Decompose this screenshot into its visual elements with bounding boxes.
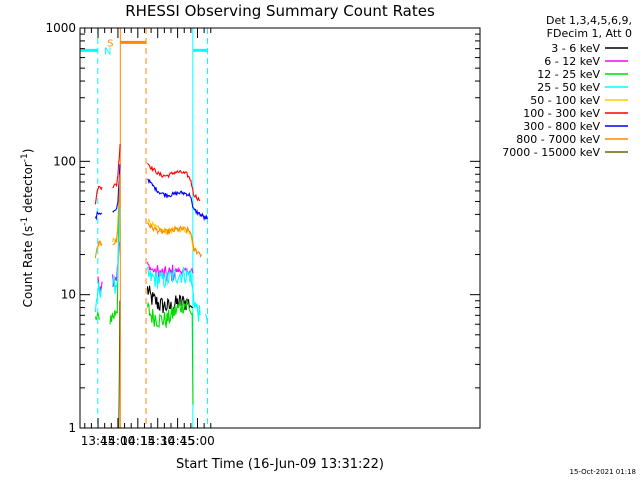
y-tick-label-0: 1 [68,421,76,435]
y-tick-label-1: 10 [61,288,76,302]
legend-label-4: 50 - 100 keV [530,94,600,107]
timestamp: 15-Oct-2021 01:18 [570,468,636,476]
series-line-6 [94,164,209,222]
series-line-2 [94,181,194,405]
legend-header-line-1: Det 1,3,4,5,6,9, [546,14,632,27]
svg-text:Count Rate (s-1 detector-1): Count Rate (s-1 detector-1) [20,149,35,308]
x-axis-label: Start Time (16-Jun-09 13:31:22) [176,457,384,472]
series-line-5 [95,144,207,204]
x-tick-label-3: 14:30 [140,434,175,448]
y-label-sup2: -1 [20,153,30,162]
legend-label-0: 3 - 6 keV [551,42,600,55]
legend-label-7: 800 - 7000 keV [516,133,600,146]
chart-title: RHESSI Observing Summary Count Rates [125,2,435,20]
legend-label-1: 6 - 12 keV [544,55,600,68]
series-line-0 [146,285,194,315]
region-label-2: S [107,38,113,49]
y-tick-label-2: 100 [53,154,76,168]
x-tick-label-2: 14:15 [121,434,156,448]
x-tick-label-5: 15:00 [180,434,215,448]
x-tick-label-0: 13:45 [81,434,116,448]
y-label-suffix: ) [21,149,35,154]
series-line-3 [94,207,209,325]
y-label-prefix: Count Rate (s [21,226,35,308]
legend-label-6: 300 - 800 keV [523,120,600,133]
plot-layer: NS 1 10 100 1000 13:4514:0014:1514:3014:4515:… [45,21,481,448]
legend-header-line-2: FDecim 1, Att 0 [547,27,632,40]
x-tick-label-4: 14:45 [160,434,195,448]
series-line-8 [118,300,121,428]
series-line-7 [95,174,207,258]
y-tick-label-3: 1000 [45,21,76,35]
legend-label-3: 25 - 50 keV [537,81,600,94]
legend-label-2: 12 - 25 keV [537,68,600,81]
legend-label-5: 100 - 300 keV [523,107,600,120]
y-axis-label: Count Rate (s-1 detector-1) [20,149,35,308]
plot-frame [79,27,481,429]
region-label-0: N [104,46,111,57]
x-tick-label-1: 14:00 [101,434,136,448]
legend-label-8: 7000 - 15000 keV [502,146,600,159]
y-label-mid: detector [21,162,35,217]
y-label-sup1: -1 [20,217,30,226]
